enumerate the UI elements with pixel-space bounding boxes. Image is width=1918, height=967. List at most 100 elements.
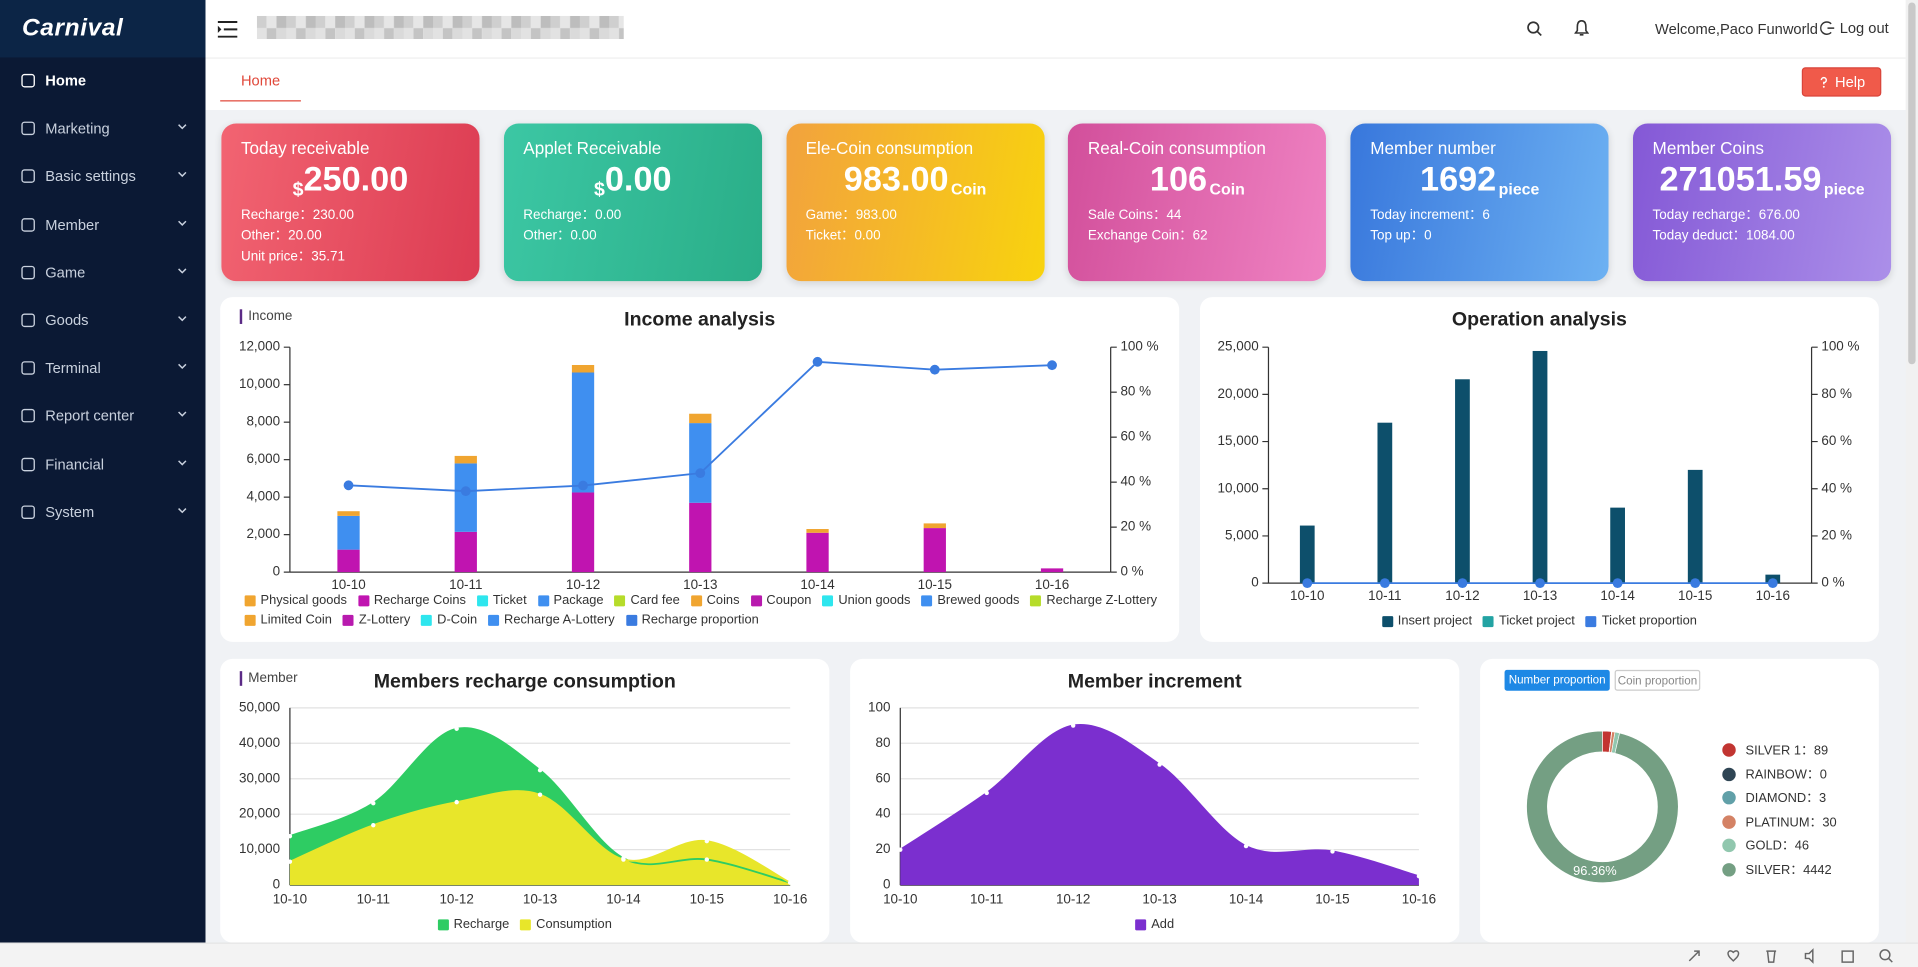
legend-label[interactable]: SILVER 1：89 — [1745, 743, 1829, 758]
menu-item[interactable]: Marketing — [0, 107, 205, 151]
legend-label[interactable]: Consumption — [536, 916, 612, 932]
legend-label[interactable]: Insert project — [1397, 613, 1473, 629]
legend-item[interactable]: PLATINUM：30 — [1722, 813, 1837, 831]
menu-label[interactable]: Goods — [45, 311, 89, 329]
legend-label[interactable]: Recharge — [453, 916, 510, 932]
legend-item[interactable]: GOLD：46 — [1722, 837, 1809, 855]
legend-label[interactable]: Ticket proportion — [1601, 613, 1697, 629]
legend-label[interactable]: Coins — [706, 592, 740, 608]
chevron-shape — [178, 507, 187, 514]
legend-item[interactable]: SILVER：4442 — [1722, 861, 1832, 879]
legend-marker — [1030, 594, 1042, 606]
card-line: Ticket：0.00 — [805, 228, 881, 244]
legend-label[interactable]: Recharge A-Lottery — [504, 612, 615, 628]
menu-label[interactable]: Member — [45, 215, 100, 234]
legend-item[interactable]: Recharge Coins — [357, 592, 466, 608]
legend-item[interactable]: Union goods — [822, 593, 910, 608]
menu-label[interactable]: System — [45, 503, 95, 521]
menu-item[interactable]: Game — [0, 250, 205, 294]
legend-label[interactable]: D-Coin — [437, 612, 478, 628]
legend-label[interactable]: Union goods — [838, 592, 911, 608]
x-tick-label: 10-16 — [1035, 577, 1069, 592]
legend-item[interactable]: RAINBOW：0 — [1722, 765, 1827, 783]
help-label[interactable]: Help — [1835, 73, 1866, 91]
legend-label[interactable]: DIAMOND：3 — [1745, 791, 1827, 806]
menu-label[interactable]: Financial — [45, 455, 105, 473]
menu-label[interactable]: Basic settings — [45, 167, 136, 186]
legend-item[interactable]: Package — [537, 592, 604, 608]
legend-item[interactable]: DIAMOND：3 — [1722, 789, 1826, 807]
y2-tick-label: 60 % — [1120, 429, 1151, 444]
tab-button[interactable]: Coin proportion — [1614, 669, 1701, 691]
legend-item[interactable]: Recharge A-Lottery — [488, 612, 615, 627]
legend-label[interactable]: RAINBOW：0 — [1745, 767, 1827, 782]
menu-item[interactable]: System — [0, 490, 205, 534]
legend-item[interactable]: SILVER 1：89 — [1722, 741, 1828, 759]
legend-label[interactable]: Limited Coin — [260, 612, 332, 628]
chart: Member Members recharge consumption 0 10,00… — [239, 670, 807, 906]
search-icon[interactable] — [1527, 21, 1543, 37]
legend-item[interactable]: Insert project — [1381, 613, 1473, 629]
legend-label[interactable]: Ticket project — [1498, 613, 1575, 629]
menu-item[interactable]: Basic settings — [0, 155, 205, 199]
legend-item[interactable]: Physical goods — [244, 592, 347, 608]
legend-item[interactable]: Z-Lottery — [342, 612, 411, 628]
legend-label[interactable]: Recharge proportion — [641, 612, 759, 628]
legend-label[interactable]: Coupon — [766, 592, 812, 608]
logout[interactable]: Log out — [1820, 20, 1889, 37]
line-point — [1302, 578, 1313, 589]
y-tick-label: 10,000 — [239, 841, 280, 856]
tab-button[interactable]: Number proportion — [1504, 669, 1610, 691]
chevron — [178, 316, 187, 322]
help-button[interactable]: Help — [1801, 67, 1882, 97]
legend-label[interactable]: Add — [1151, 916, 1175, 932]
legend-item[interactable]: Add — [1135, 917, 1174, 932]
menu-label[interactable]: Home — [45, 72, 87, 90]
menu-label[interactable]: Terminal — [45, 359, 101, 377]
legend-item[interactable]: Consumption — [520, 917, 612, 932]
legend-item[interactable]: D-Coin — [421, 612, 477, 627]
legend-label[interactable]: Recharge Z-Lottery — [1046, 592, 1158, 608]
notification-icon[interactable] — [1574, 19, 1589, 37]
menu-item[interactable]: Terminal — [0, 346, 205, 390]
legend-item[interactable]: Ticket project — [1483, 613, 1575, 629]
legend-item[interactable]: Ticket — [476, 592, 527, 608]
menu-item[interactable]: Home — [0, 59, 205, 103]
legend-label[interactable]: Brewed goods — [937, 592, 1020, 608]
menu-item[interactable]: Goods — [0, 298, 205, 342]
logout-label[interactable]: Log out — [1839, 19, 1889, 37]
menu-item[interactable]: Financial — [0, 442, 205, 486]
bar — [689, 502, 712, 573]
legend-item[interactable]: Recharge Z-Lottery — [1030, 592, 1158, 608]
legend-item[interactable]: Recharge proportion — [625, 612, 759, 628]
menu-item[interactable]: Report center — [0, 394, 205, 438]
legend-item[interactable]: Coupon — [750, 592, 812, 608]
menu-toggle[interactable] — [217, 21, 239, 38]
legend-label[interactable]: SILVER：4442 — [1745, 863, 1832, 878]
legend-item[interactable]: Limited Coin — [244, 612, 332, 628]
legend-label[interactable]: Package — [553, 592, 604, 608]
home-tab[interactable]: Home — [220, 71, 301, 102]
menu-label[interactable]: Game — [45, 263, 86, 281]
legend-item[interactable]: Ticket proportion — [1585, 613, 1697, 629]
legend-item[interactable]: Card fee — [614, 592, 680, 608]
legend-item[interactable]: Recharge — [437, 916, 510, 932]
legend-label[interactable]: Recharge Coins — [373, 592, 466, 608]
line-point — [1457, 578, 1468, 589]
legend-item[interactable]: Coins — [690, 592, 740, 608]
menu-icon — [21, 457, 35, 471]
legend-label[interactable]: Ticket — [492, 592, 527, 608]
legend-label[interactable]: GOLD：46 — [1745, 839, 1810, 854]
legend-label[interactable]: PLATINUM：30 — [1745, 815, 1837, 830]
y2-tick-label: 20 % — [1821, 527, 1852, 542]
legend-item[interactable]: Brewed goods — [921, 593, 1019, 608]
menu-label[interactable]: Marketing — [45, 120, 110, 138]
legend-label[interactable]: Card fee — [630, 592, 680, 608]
legend-label[interactable]: Z-Lottery — [358, 612, 411, 628]
menu-label[interactable]: Report center — [45, 407, 135, 425]
value-unit: Coin — [1209, 179, 1245, 199]
y-tick-label: 100 — [868, 699, 890, 714]
legend-label[interactable]: Physical goods — [260, 592, 347, 608]
menu-item[interactable]: Member — [0, 202, 205, 246]
x-tick-label: 10-13 — [1523, 588, 1557, 603]
